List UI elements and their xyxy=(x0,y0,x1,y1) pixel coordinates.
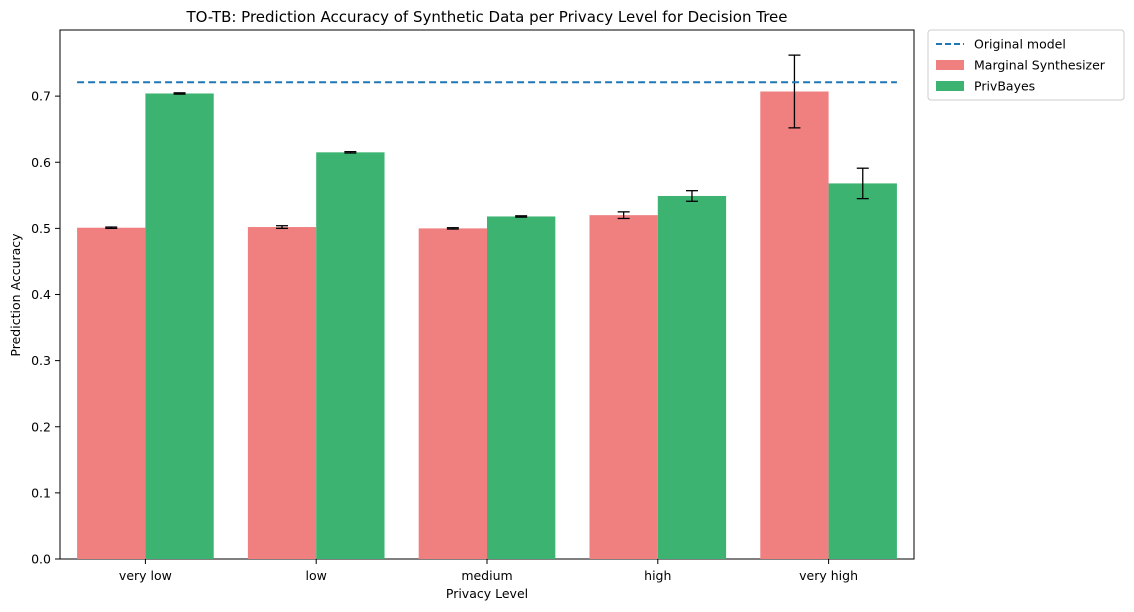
x-tick-label: very low xyxy=(119,568,172,583)
legend-label: PrivBayes xyxy=(974,79,1035,94)
legend-label: Original model xyxy=(974,37,1066,52)
x-axis: very low low medium high very high xyxy=(119,559,858,583)
bar-marginal-synthesizer xyxy=(418,228,487,559)
bars xyxy=(77,91,897,560)
y-axis-label: Prediction Accuracy xyxy=(8,233,23,357)
legend-frame xyxy=(927,29,1125,101)
legend-label: Marginal Synthesizer xyxy=(974,58,1106,73)
bar-marginal-synthesizer xyxy=(77,227,146,559)
y-tick-label: 0.3 xyxy=(31,353,51,368)
error-bars xyxy=(105,54,869,230)
y-tick-label: 0.7 xyxy=(31,89,51,104)
chart-title: TO-TB: Prediction Accuracy of Synthetic … xyxy=(185,8,787,26)
y-tick-label: 0.5 xyxy=(31,221,51,236)
bar-marginal-synthesizer xyxy=(589,215,658,559)
bar-privbayes xyxy=(657,195,727,559)
y-tick-label: 0.4 xyxy=(31,287,51,302)
bar-marginal-synthesizer xyxy=(760,91,829,559)
y-tick-label: 0.0 xyxy=(31,552,51,567)
y-tick-label: 0.1 xyxy=(31,485,51,500)
x-tick-label: medium xyxy=(461,568,512,583)
legend-swatch-privbayes xyxy=(936,81,964,91)
bar-privbayes xyxy=(487,216,556,559)
bar-privbayes xyxy=(145,93,214,559)
x-axis-label: Privacy Level xyxy=(446,586,528,601)
bar-privbayes xyxy=(316,152,385,560)
x-tick-label: low xyxy=(306,568,327,583)
y-tick-label: 0.6 xyxy=(31,155,51,170)
legend-swatch-marginal-synthesizer xyxy=(936,60,964,70)
y-tick-label: 0.2 xyxy=(31,419,51,434)
bar-marginal-synthesizer xyxy=(247,227,317,560)
y-axis: 0.0 0.1 0.2 0.3 0.4 0.5 0.6 0.7 xyxy=(31,89,60,567)
x-tick-label: high xyxy=(644,568,671,583)
bar-privbayes xyxy=(828,183,897,559)
x-tick-label: very high xyxy=(799,568,858,583)
legend: Original model Marginal Synthesizer PrivBa… xyxy=(927,29,1125,101)
